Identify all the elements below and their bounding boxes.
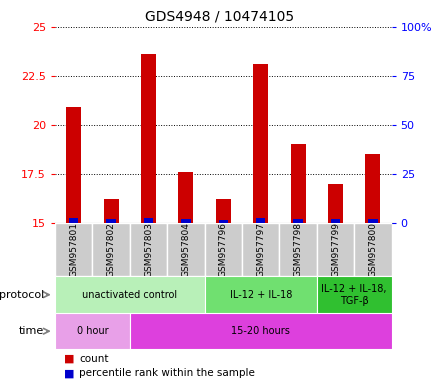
Bar [55,223,92,276]
Bar [290,144,305,223]
Bar [331,219,340,223]
Text: unactivated control: unactivated control [82,290,177,300]
Bar [55,313,130,349]
Text: GSM957801: GSM957801 [69,222,78,277]
Bar [256,218,265,223]
Bar [205,276,317,313]
Text: percentile rank within the sample: percentile rank within the sample [79,368,255,378]
Bar [242,223,279,276]
Bar [317,223,354,276]
Bar [366,154,380,223]
Bar [106,219,116,223]
Bar [141,54,156,223]
Bar [279,223,317,276]
Text: GSM957802: GSM957802 [106,222,116,277]
Text: ■: ■ [64,368,74,378]
Bar [181,219,191,223]
Text: IL-12 + IL-18,
TGF-β: IL-12 + IL-18, TGF-β [322,284,387,306]
Bar [293,219,303,223]
Text: GSM957799: GSM957799 [331,222,340,277]
Bar [219,220,228,223]
Text: GSM957800: GSM957800 [368,222,378,277]
Bar [354,223,392,276]
Bar [328,184,343,223]
Bar [104,199,119,223]
Bar [167,223,205,276]
Text: GSM957803: GSM957803 [144,222,153,277]
Text: GSM957797: GSM957797 [256,222,265,277]
Text: 15-20 hours: 15-20 hours [231,326,290,336]
Bar [92,223,130,276]
Bar [179,172,194,223]
Bar [368,219,378,223]
Text: IL-12 + IL-18: IL-12 + IL-18 [230,290,292,300]
Bar [205,223,242,276]
Bar [130,223,167,276]
Bar [317,276,392,313]
Bar [55,276,205,313]
Text: GSM957796: GSM957796 [219,222,228,277]
Text: count: count [79,354,109,364]
Bar [216,199,231,223]
Text: protocol: protocol [0,290,44,300]
Text: GSM957798: GSM957798 [293,222,303,277]
Bar [130,313,392,349]
Text: 0 hour: 0 hour [77,326,108,336]
Bar [144,218,153,223]
Bar [66,107,81,223]
Text: GSM957804: GSM957804 [181,222,191,277]
Bar [69,218,78,223]
Text: GDS4948 / 10474105: GDS4948 / 10474105 [146,10,294,23]
Text: time: time [19,326,44,336]
Bar [253,64,268,223]
Text: ■: ■ [64,354,74,364]
